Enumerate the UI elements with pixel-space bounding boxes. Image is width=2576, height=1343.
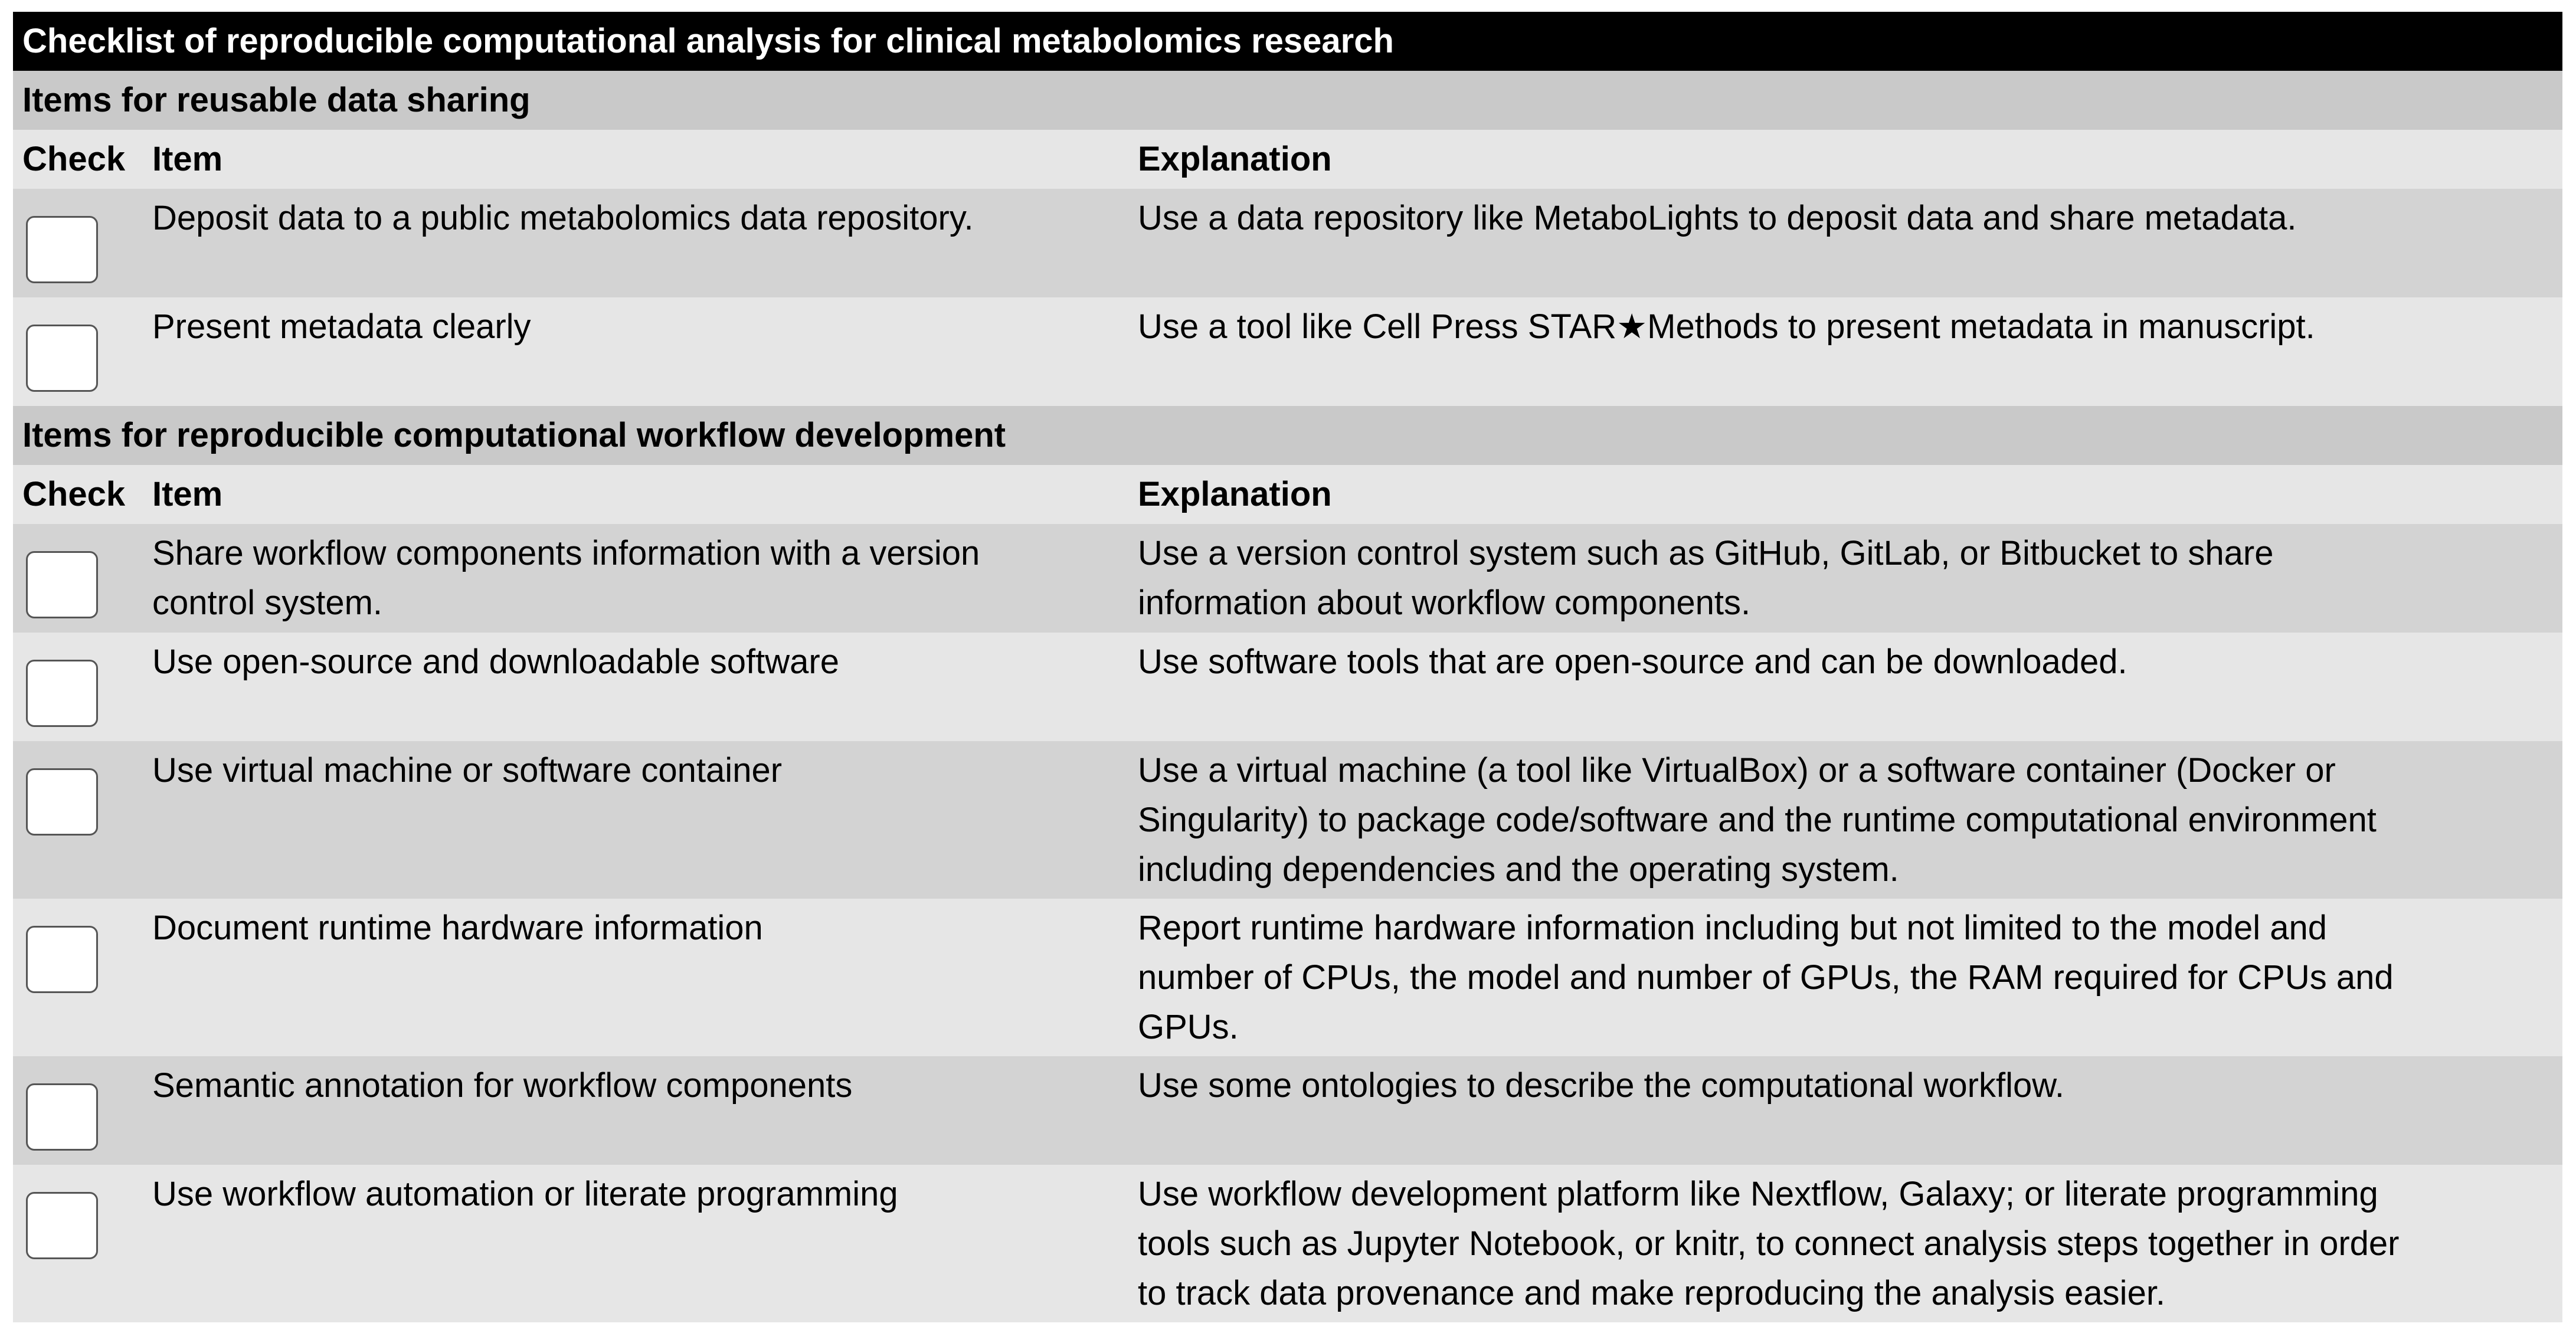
explanation-text: Use a version control system such as Git… [1138, 524, 2562, 633]
column-header-explanation: Explanation [1138, 475, 1332, 513]
explanation-text: Use software tools that are open-source … [1138, 633, 2562, 741]
column-header-check: Check [22, 140, 126, 178]
checkbox[interactable] [26, 660, 98, 727]
explanation-text: Use some ontologies to describe the comp… [1138, 1056, 2562, 1165]
explanation-line: Use software tools that are open-source … [1138, 643, 2127, 681]
explanation-line: including dependencies and the operating… [1138, 850, 1899, 889]
section-data-sharing: Items for reusable data sharing Check It… [13, 71, 2562, 406]
explanation-text: Use a tool like Cell Press STAR★Methods … [1138, 297, 2562, 406]
explanation-line: Singularity) to package code/software an… [1138, 801, 2377, 839]
column-header-row: Check Item Explanation [13, 130, 2562, 189]
table-title: Checklist of reproducible computational … [13, 12, 2562, 71]
checklist-row: Deposit data to a public metabolomics da… [13, 189, 2562, 297]
checkbox[interactable] [26, 325, 98, 392]
item-text: Use open-source and downloadable softwar… [152, 633, 1138, 741]
explanation-line: information about workflow components. [1138, 584, 1751, 622]
section-heading: Items for reproducible computational wor… [13, 406, 2562, 465]
explanation-line: Report runtime hardware information incl… [1138, 909, 2327, 947]
checklist-row: Use virtual machine or software containe… [13, 741, 2562, 899]
explanation-line: Use a data repository like MetaboLights … [1138, 199, 2297, 237]
checklist-row: Present metadata clearly Use a tool like… [13, 297, 2562, 406]
explanation-text: Report runtime hardware information incl… [1138, 899, 2562, 1056]
checklist-row: Use open-source and downloadable softwar… [13, 633, 2562, 741]
checkbox[interactable] [26, 926, 98, 993]
item-text: Deposit data to a public metabolomics da… [152, 189, 1138, 297]
item-line: Use open-source and downloadable softwar… [152, 643, 839, 681]
checklist-row: Use workflow automation or literate prog… [13, 1165, 2562, 1322]
item-text: Use virtual machine or software containe… [152, 741, 1138, 899]
checkbox[interactable] [26, 768, 98, 836]
column-header-check: Check [22, 475, 126, 513]
explanation-line: to track data provenance and make reprod… [1138, 1274, 2166, 1312]
item-line: Deposit data to a public metabolomics da… [152, 199, 974, 237]
column-header-row: Check Item Explanation [13, 465, 2562, 524]
item-text: Semantic annotation for workflow compone… [152, 1056, 1138, 1165]
column-header-explanation: Explanation [1138, 140, 1332, 178]
item-line: Present metadata clearly [152, 307, 531, 346]
explanation-line: Use a virtual machine (a tool like Virtu… [1138, 751, 2336, 790]
explanation-line: Use a version control system such as Git… [1138, 534, 2274, 572]
explanation-text: Use a data repository like MetaboLights … [1138, 189, 2562, 297]
explanation-line: number of CPUs, the model and number of … [1138, 958, 2394, 997]
checklist-row: Document runtime hardware information Re… [13, 899, 2562, 1056]
item-line: control system. [152, 584, 382, 622]
checkbox[interactable] [26, 551, 98, 618]
explanation-line: tools such as Jupyter Notebook, or knitr… [1138, 1224, 2400, 1263]
explanation-text: Use workflow development platform like N… [1138, 1165, 2562, 1322]
explanation-text: Use a virtual machine (a tool like Virtu… [1138, 741, 2562, 899]
section-workflow-development: Items for reproducible computational wor… [13, 406, 2562, 1322]
checkbox[interactable] [26, 216, 98, 283]
item-line: Document runtime hardware information [152, 909, 763, 947]
checkbox[interactable] [26, 1083, 98, 1151]
explanation-line: Use workflow development platform like N… [1138, 1175, 2378, 1213]
item-line: Use workflow automation or literate prog… [152, 1175, 898, 1213]
checklist-row: Semantic annotation for workflow compone… [13, 1056, 2562, 1165]
item-text: Share workflow components information wi… [152, 524, 1138, 633]
item-text: Present metadata clearly [152, 297, 1138, 406]
column-header-item: Item [152, 475, 223, 513]
checkbox[interactable] [26, 1192, 98, 1259]
checklist-row: Share workflow components information wi… [13, 524, 2562, 633]
item-line: Semantic annotation for workflow compone… [152, 1066, 853, 1105]
explanation-line: Use a tool like Cell Press STAR★Methods … [1138, 307, 2315, 346]
checklist-table: Checklist of reproducible computational … [13, 12, 2562, 1322]
item-text: Use workflow automation or literate prog… [152, 1165, 1138, 1322]
explanation-line: GPUs. [1138, 1008, 1239, 1046]
section-heading: Items for reusable data sharing [13, 71, 2562, 130]
column-header-item: Item [152, 140, 223, 178]
item-line: Use virtual machine or software containe… [152, 751, 783, 790]
explanation-line: Use some ontologies to describe the comp… [1138, 1066, 2065, 1105]
item-line: Share workflow components information wi… [152, 534, 980, 572]
item-text: Document runtime hardware information [152, 899, 1138, 1056]
